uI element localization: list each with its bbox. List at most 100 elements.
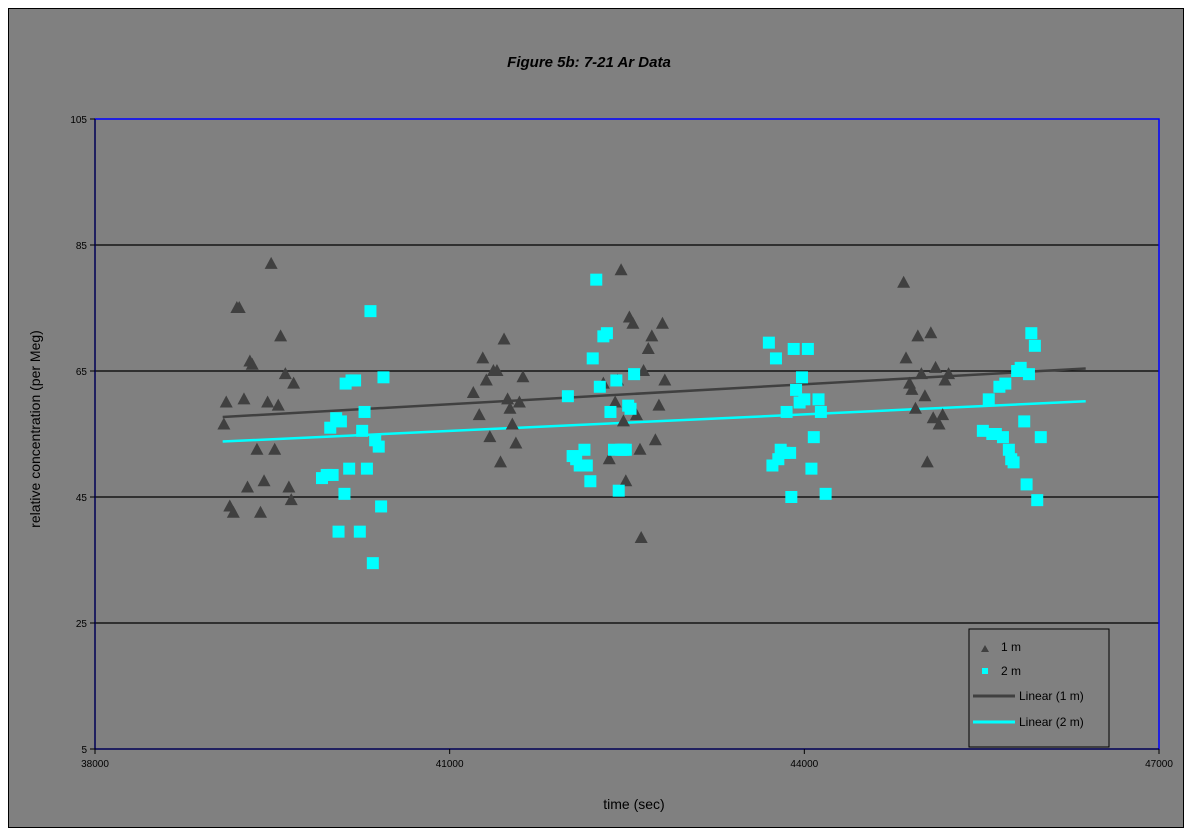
data-point-2m [785,491,798,503]
data-point-1m [936,408,950,421]
data-point-2m [624,402,637,415]
data-point-2m [343,462,356,475]
data-point-1m [911,329,925,342]
data-point-1m [897,275,911,288]
data-point-2m [1031,494,1044,507]
data-point-2m [814,405,827,418]
data-point-2m [1022,368,1035,381]
y-tick-label: 65 [76,367,88,378]
data-point-1m [926,411,940,424]
y-tick-label: 105 [70,115,87,126]
data-point-2m [377,371,390,384]
data-point-1m [658,373,672,386]
data-point-1m [257,474,271,487]
x-tick-label: 38000 [81,759,109,770]
data-point-2m [375,500,388,513]
legend-label-1m: 1 m [1001,640,1021,654]
data-point-1m [245,357,259,370]
data-point-2m [819,487,832,500]
data-point-2m [578,443,591,456]
data-point-1m [284,493,298,506]
data-point-1m [505,417,519,430]
data-point-1m [282,480,296,493]
data-point-2m [619,443,632,456]
data-point-2m [600,327,613,340]
data-point-1m [637,364,651,376]
data-point-1m [641,341,655,354]
data-point-2m [1025,327,1038,340]
y-axis-ticks: 5 25 45 65 85 105 [70,115,95,756]
data-point-2m [349,374,362,387]
data-point-1m [264,256,278,269]
data-point-2m [353,525,366,538]
legend: 1 m 2 m Linear (1 m) Linear (2 m) [968,628,1110,748]
data-point-1m [494,455,508,468]
data-point-1m [261,395,275,408]
legend-item-1m: 1 m [981,640,1021,654]
data-point-1m [278,367,292,380]
data-point-1m [237,392,251,405]
data-point-2m [795,371,808,384]
data-point-2m [812,393,825,406]
data-point-1m [608,395,622,408]
data-point-2m [996,431,1009,444]
data-point-2m [1020,478,1033,491]
data-point-1m [616,414,630,427]
legend-label-linear-2m: Linear (2 m) [1019,715,1084,729]
data-point-2m [805,462,818,475]
data-point-1m [232,301,246,313]
legend-triangle-icon [981,645,989,652]
data-point-1m [516,370,530,383]
legend-label-linear-1m: Linear (1 m) [1019,689,1084,703]
data-point-1m [645,329,659,342]
data-point-1m [254,505,268,518]
y-axis-label: relative concentration (per Meg) [27,330,43,528]
data-point-2m [1014,361,1027,374]
data-point-2m [787,342,800,355]
data-point-1m [472,408,486,421]
data-point-1m [648,433,662,446]
data-point-2m [1028,339,1041,352]
data-point-1m [938,373,952,386]
data-point-1m [483,430,497,443]
data-point-1m [241,480,255,493]
data-point-2m [580,459,593,472]
y-tick-label: 85 [76,241,88,252]
chart-title: Figure 5b: 7-21 Ar Data [507,54,671,71]
data-points [217,256,1047,570]
x-tick-label: 41000 [436,759,464,770]
data-point-2m [358,405,371,418]
data-point-2m [324,421,337,434]
data-point-2m [790,383,803,396]
data-point-1m [503,401,517,414]
data-point-1m [268,442,282,455]
data-point-2m [590,273,603,286]
data-point-1m [476,351,490,364]
data-point-1m [271,398,285,411]
chart-area: Figure 5b: 7-21 Ar Data 5 25 45 65 85 105 380… [8,8,1184,828]
data-point-2m [326,468,339,481]
legend-label-2m: 2 m [1001,664,1021,678]
data-point-1m [920,455,934,468]
data-point-1m [274,329,288,342]
legend-item-linear-2m: Linear (2 m) [973,715,1084,729]
data-point-2m [610,374,623,387]
data-point-1m [501,392,515,405]
data-point-2m [999,377,1012,390]
data-point-1m [899,351,913,364]
data-point-1m [466,386,480,399]
data-point-1m [217,417,231,430]
data-point-1m [914,367,928,380]
data-point-1m [512,395,526,408]
data-point-1m [479,373,493,386]
data-point-2m [372,440,385,453]
data-point-1m [250,442,264,455]
data-point-2m [798,393,811,406]
data-point-2m [604,405,617,418]
data-point-2m [586,352,599,365]
scatter-chart: Figure 5b: 7-21 Ar Data 5 25 45 65 85 105 380… [27,54,1173,812]
x-axis-ticks: 38000 41000 44000 47000 [81,749,1173,770]
data-point-1m [626,316,640,329]
data-point-1m [497,332,511,345]
data-point-1m [219,395,233,408]
